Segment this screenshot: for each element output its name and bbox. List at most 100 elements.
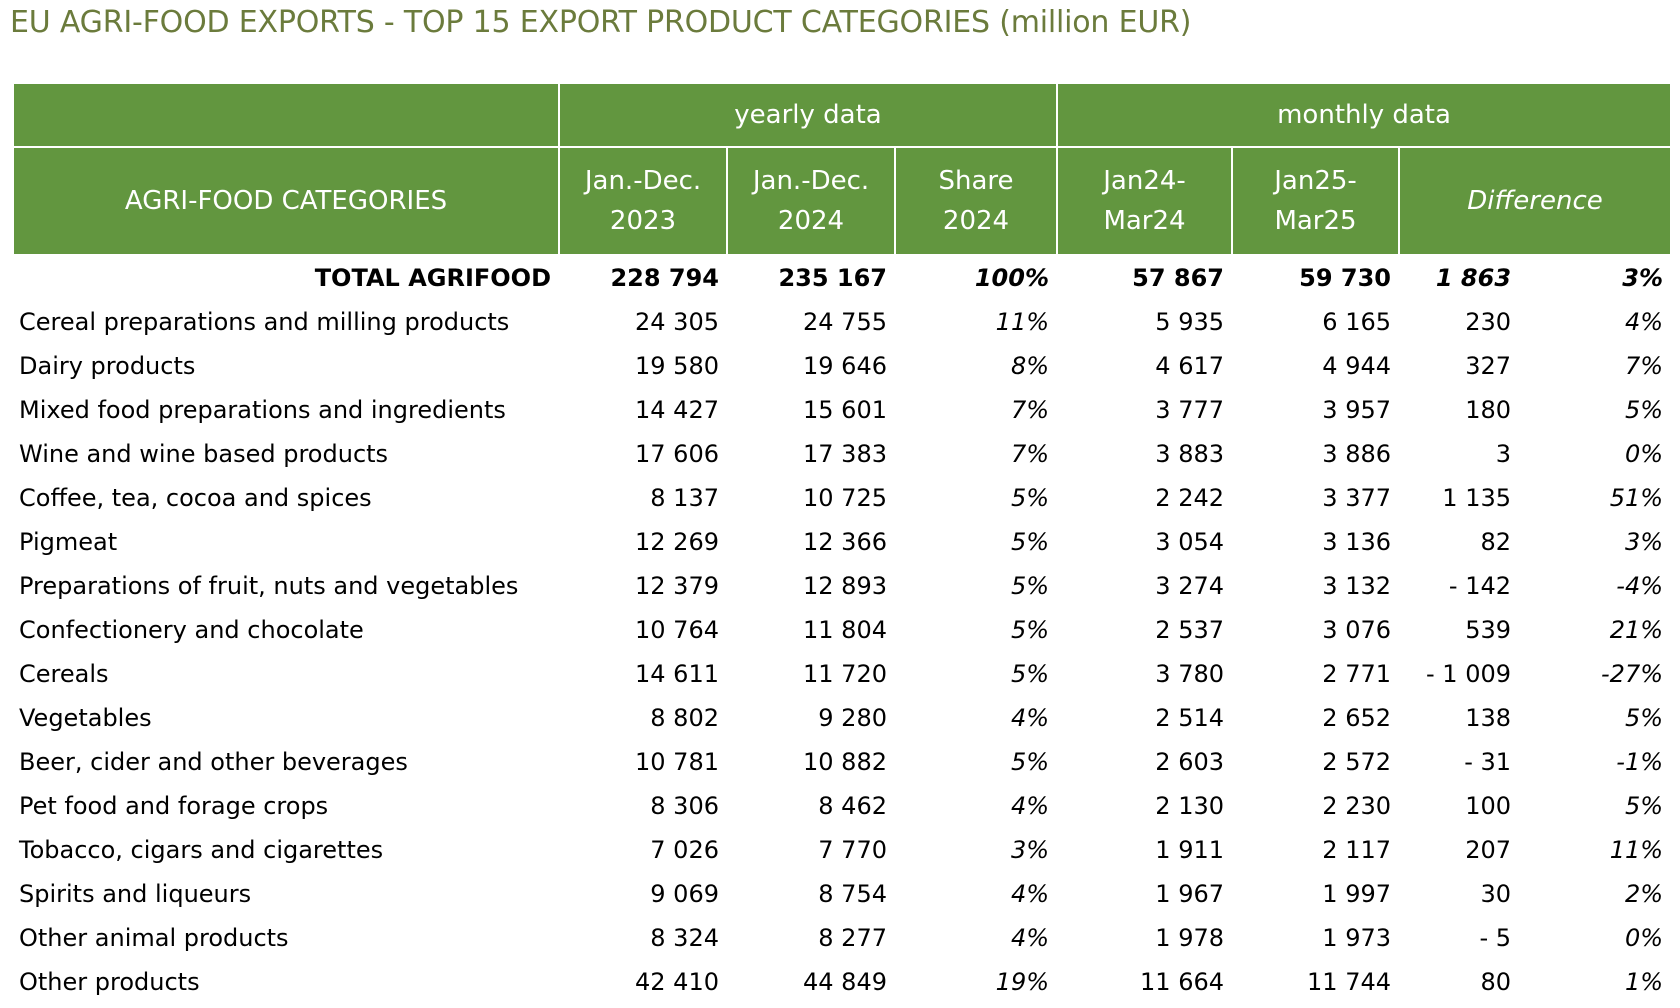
jan-dec-2023-cell: 19 580	[635, 352, 719, 380]
jan-dec-2023-cell: 10 764	[635, 616, 719, 644]
share-2024-cell: 19%	[995, 968, 1050, 996]
jan-dec-2023-cell: 14 611	[635, 660, 719, 688]
jan-dec-2023-cell: 8 802	[650, 704, 719, 732]
difference-pct-cell: 11%	[1609, 836, 1664, 864]
share-2024-cell: 5%	[1010, 484, 1050, 512]
share-2024-cell: 4%	[1010, 924, 1050, 952]
jan25-mar25-cell: 3 886	[1322, 440, 1392, 468]
jan-dec-2024-cell: 44 849	[803, 968, 887, 996]
header-monthly-data: monthly data	[1056, 82, 1673, 148]
jan25-mar25-cell: 1 973	[1322, 924, 1392, 952]
difference-abs-cell: - 1 009	[1426, 660, 1512, 688]
jan25-mar25-cell: 3 132	[1322, 572, 1392, 600]
jan-dec-2024-cell: 24 755	[803, 308, 887, 336]
jan25-mar25-cell: 2 652	[1322, 704, 1392, 732]
jan24-mar24-cell: 2 514	[1155, 704, 1225, 732]
header-line: 2023	[609, 206, 677, 236]
table-row: Dairy products 19 580 19 646 8% 4 617 4 944 32…	[13, 344, 1671, 388]
table-row: Cereal preparations and milling products…	[13, 300, 1671, 344]
header-line: Jan25-	[1274, 165, 1357, 196]
category-cell: Pigmeat	[19, 528, 118, 556]
share-2024-cell: 7%	[1010, 396, 1050, 424]
jan24-mar24-cell: 2 537	[1155, 616, 1225, 644]
jan-dec-2023-cell: 12 379	[635, 572, 719, 600]
jan-dec-2023-cell: 14 427	[635, 396, 719, 424]
jan24-mar24-cell: 2 242	[1155, 484, 1225, 512]
header-line: Share	[938, 165, 1014, 196]
category-cell: Other animal products	[19, 924, 289, 952]
difference-pct-cell: -4%	[1616, 572, 1664, 600]
exports-table: yearly data monthly data AGRI-FOOD CATEG…	[12, 82, 1673, 1004]
jan25-mar25-cell: 2 771	[1322, 660, 1392, 688]
difference-abs-cell: 327	[1465, 352, 1512, 380]
jan-dec-2024-cell: 8 277	[818, 924, 887, 952]
jan-dec-2024-cell: 11 720	[803, 660, 887, 688]
share-2024-cell: 3%	[1010, 836, 1050, 864]
jan-dec-2024-cell: 9 280	[818, 704, 887, 732]
jan-dec-2023-cell: 12 269	[635, 528, 719, 556]
category-cell: Tobacco, cigars and cigarettes	[19, 836, 384, 864]
difference-pct-cell: 0%	[1624, 924, 1664, 952]
header-line: 2024	[942, 206, 1010, 236]
jan25-mar25-cell: 3 377	[1322, 484, 1392, 512]
total-2024: 235 167	[778, 264, 887, 292]
difference-pct-cell: -1%	[1616, 748, 1664, 776]
total-jan24-mar24: 57 867	[1132, 264, 1225, 292]
header-line: Mar25	[1274, 206, 1357, 236]
table-row: Preparations of fruit, nuts and vegetabl…	[13, 564, 1671, 608]
jan24-mar24-cell: 3 274	[1155, 572, 1225, 600]
table-row: Other animal products 8 324 8 277 4% 1 978 1 …	[13, 916, 1671, 960]
jan-dec-2024-cell: 10 882	[803, 748, 887, 776]
total-2023: 228 794	[610, 264, 719, 292]
difference-abs-cell: - 31	[1464, 748, 1512, 776]
jan24-mar24-cell: 2 603	[1155, 748, 1225, 776]
jan-dec-2023-cell: 42 410	[635, 968, 719, 996]
table-row: Spirits and liqueurs 9 069 8 754 4% 1 967 1 9…	[13, 872, 1671, 916]
header-line: Jan.-Dec.	[752, 165, 870, 196]
table-row: Pet food and forage crops 8 306 8 462 4% 2 1…	[13, 784, 1671, 828]
category-cell: Cereal preparations and milling products	[19, 308, 510, 336]
header-category: AGRI-FOOD CATEGORIES	[12, 146, 560, 256]
share-2024-cell: 8%	[1010, 352, 1050, 380]
header-line: 2024	[777, 206, 845, 236]
difference-pct-cell: 21%	[1609, 616, 1664, 644]
jan-dec-2023-cell: 10 781	[635, 748, 719, 776]
total-difference-pct: 3%	[1622, 264, 1664, 292]
jan-dec-2023-cell: 24 305	[635, 308, 719, 336]
total-share: 100%	[974, 264, 1050, 292]
category-cell: Preparations of fruit, nuts and vegetabl…	[19, 572, 519, 600]
jan25-mar25-cell: 3 136	[1322, 528, 1392, 556]
difference-abs-cell: 82	[1480, 528, 1512, 556]
share-2024-cell: 4%	[1010, 880, 1050, 908]
jan24-mar24-cell: 4 617	[1155, 352, 1225, 380]
share-2024-cell: 7%	[1010, 440, 1050, 468]
difference-pct-cell: 0%	[1624, 440, 1664, 468]
jan-dec-2024-cell: 11 804	[803, 616, 887, 644]
jan-dec-2024-cell: 12 893	[803, 572, 887, 600]
jan-dec-2023-cell: 8 306	[650, 792, 719, 820]
difference-abs-cell: 230	[1465, 308, 1512, 336]
page-title: EU AGRI-FOOD EXPORTS - TOP 15 EXPORT PRO…	[10, 5, 1192, 40]
jan24-mar24-cell: 11 664	[1140, 968, 1225, 996]
header-line: Jan.-Dec.	[584, 165, 702, 196]
category-cell: Coffee, tea, cocoa and spices	[19, 484, 372, 512]
difference-pct-cell: -27%	[1601, 660, 1664, 688]
header-jan24-mar24: Jan24- Mar24	[1056, 146, 1234, 256]
jan24-mar24-cell: 5 935	[1155, 308, 1225, 336]
table-row: Mixed food preparations and ingredients 1…	[13, 388, 1671, 432]
jan-dec-2023-cell: 9 069	[650, 880, 719, 908]
header-line: Jan24-	[1103, 165, 1186, 196]
table-body: TOTAL AGRIFOOD 228 794 235 167 100% 57 8…	[13, 255, 1671, 1004]
category-cell: Beer, cider and other beverages	[19, 748, 408, 776]
jan24-mar24-cell: 1 911	[1155, 836, 1225, 864]
jan24-mar24-cell: 1 967	[1155, 880, 1225, 908]
jan25-mar25-cell: 6 165	[1322, 308, 1392, 336]
jan24-mar24-cell: 3 777	[1155, 396, 1225, 424]
jan-dec-2024-cell: 8 754	[818, 880, 887, 908]
share-2024-cell: 5%	[1010, 528, 1050, 556]
jan25-mar25-cell: 2 230	[1322, 792, 1392, 820]
header-jan-dec-2024: Jan.-Dec. 2024	[726, 146, 896, 256]
share-2024-cell: 5%	[1010, 616, 1050, 644]
header-column-row: AGRI-FOOD CATEGORIES Jan.-Dec. 2023 Jan.-…	[12, 146, 1673, 256]
jan25-mar25-cell: 1 997	[1322, 880, 1392, 908]
